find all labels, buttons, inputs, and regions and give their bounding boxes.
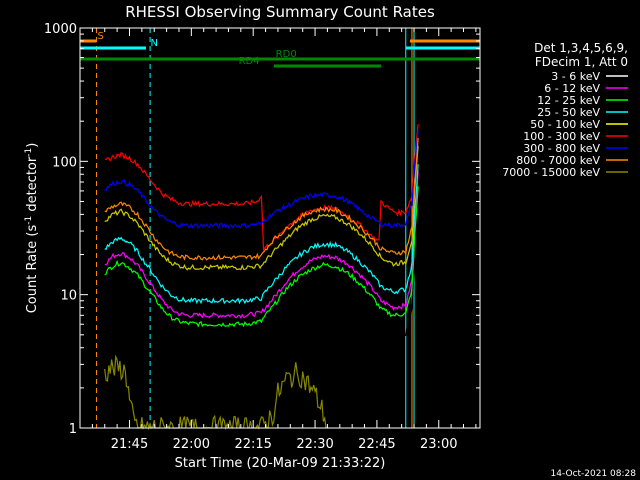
legend-entry-label: 50 - 100 keV [530, 118, 600, 131]
x-tick-label: 22:30 [296, 437, 333, 452]
marker-label: N [150, 38, 157, 49]
chart-title: RHESSI Observing Summary Count Rates [125, 3, 435, 21]
legend-entry-label: 7000 - 15000 keV [502, 166, 600, 179]
legend-entry-label: 12 - 25 keV [537, 94, 600, 107]
marker-label: RD0 [276, 49, 297, 60]
series-line [104, 207, 419, 348]
y-axis-label-exp: -1 [24, 148, 34, 157]
legend-entry-label: 800 - 7000 keV [516, 154, 600, 167]
series-line [104, 354, 328, 431]
marker-label: RD4 [239, 56, 260, 67]
series-line [104, 170, 419, 319]
marker-label: S [97, 31, 103, 42]
attenuator-state-markers: S N RD0 RD4 [79, 28, 481, 428]
y-axis-label-part: detector [25, 156, 40, 216]
y-tick-label: 10 [60, 289, 77, 304]
axes: 1 10 100 1000 21:45 22:00 22:15 22:30 22:45 23:00 [44, 22, 480, 452]
legend-entry-label: 300 - 800 keV [523, 142, 600, 155]
footer-timestamp: 14-Oct-2021 08:28 [551, 469, 637, 479]
series-line [104, 137, 419, 261]
legend-entry-label: 3 - 6 keV [551, 70, 600, 83]
y-axis-label-part: ) [25, 143, 40, 148]
series-line [104, 164, 419, 305]
y-tick-label: 100 [52, 155, 77, 170]
legend-header-line: Det 1,3,4,5,6,9, [534, 41, 628, 55]
legend-entry-label: 6 - 12 keV [544, 82, 600, 95]
y-tick-label: 1000 [44, 22, 77, 37]
x-tick-label: 22:00 [173, 437, 210, 452]
x-tick-label: 22:45 [358, 437, 395, 452]
y-axis-label-exp: -1 [24, 216, 34, 225]
series-lines [104, 124, 419, 431]
plot-frame [79, 27, 481, 429]
x-tick-label: 22:15 [234, 437, 271, 452]
legend: Det 1,3,4,5,6,9, FDecim 1, Att 0 3 - 6 k… [502, 41, 628, 179]
y-axis-label: Count Rate (s-1 detector-1) [24, 143, 40, 314]
x-axis-label: Start Time (20-Mar-09 21:33:22) [175, 456, 386, 471]
legend-header-line: FDecim 1, Att 0 [535, 55, 628, 69]
legend-entry-label: 25 - 50 keV [537, 106, 600, 119]
x-tick-label: 21:45 [111, 437, 148, 452]
legend-entry-label: 100 - 300 keV [523, 130, 600, 143]
series-line [104, 130, 419, 229]
x-tick-label: 23:00 [420, 437, 457, 452]
y-axis-label-part: Count Rate (s [25, 225, 40, 314]
series-line [104, 186, 419, 328]
series-line [104, 124, 419, 252]
series-line [104, 146, 419, 271]
y-tick-label: 1 [69, 422, 77, 437]
